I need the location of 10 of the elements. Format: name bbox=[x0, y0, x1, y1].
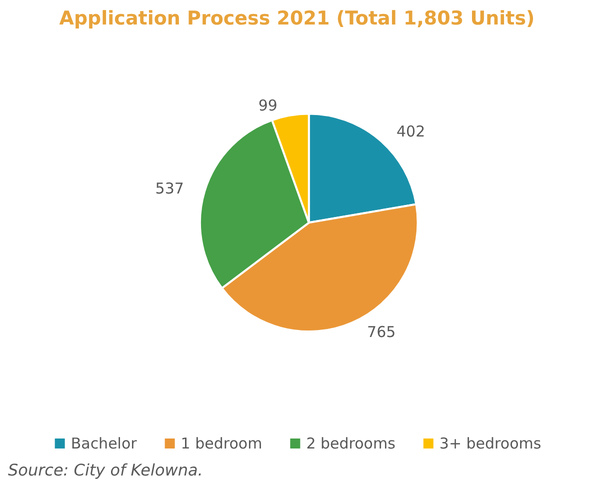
data-label: 99 bbox=[258, 96, 278, 115]
chart-title: Application Process 2021 (Total 1,803 Units) bbox=[59, 8, 535, 30]
legend-label: 3+ bedrooms bbox=[439, 434, 542, 452]
legend-label: Bachelor bbox=[70, 434, 138, 452]
source-note: Source: City of Kelowna. bbox=[8, 460, 203, 480]
data-label: 402 bbox=[396, 122, 426, 141]
legend-label: 2 bedrooms bbox=[306, 434, 396, 452]
data-label: 537 bbox=[155, 180, 184, 198]
legend-label: 1 bedroom bbox=[180, 434, 262, 452]
data-label: 765 bbox=[367, 322, 396, 341]
